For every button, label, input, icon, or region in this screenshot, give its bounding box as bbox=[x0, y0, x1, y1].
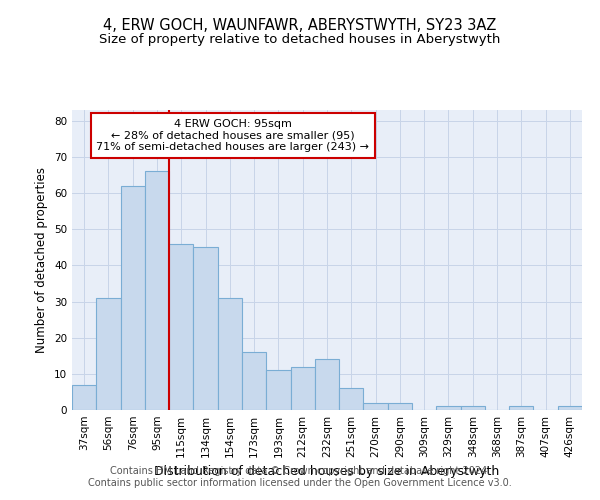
Bar bbox=[364, 403, 388, 410]
Bar bbox=[558, 406, 582, 410]
Bar bbox=[121, 186, 145, 410]
Bar bbox=[339, 388, 364, 410]
Bar bbox=[461, 406, 485, 410]
Text: 4, ERW GOCH, WAUNFAWR, ABERYSTWYTH, SY23 3AZ: 4, ERW GOCH, WAUNFAWR, ABERYSTWYTH, SY23… bbox=[103, 18, 497, 32]
Text: Size of property relative to detached houses in Aberystwyth: Size of property relative to detached ho… bbox=[100, 32, 500, 46]
Bar bbox=[315, 360, 339, 410]
Bar bbox=[242, 352, 266, 410]
Bar bbox=[266, 370, 290, 410]
Text: Contains HM Land Registry data © Crown copyright and database right 2024.
Contai: Contains HM Land Registry data © Crown c… bbox=[88, 466, 512, 487]
Bar bbox=[169, 244, 193, 410]
Bar bbox=[290, 366, 315, 410]
Y-axis label: Number of detached properties: Number of detached properties bbox=[35, 167, 49, 353]
Bar bbox=[436, 406, 461, 410]
Bar bbox=[193, 248, 218, 410]
Bar bbox=[72, 384, 96, 410]
Bar bbox=[509, 406, 533, 410]
Bar bbox=[218, 298, 242, 410]
Text: 4 ERW GOCH: 95sqm
← 28% of detached houses are smaller (95)
71% of semi-detached: 4 ERW GOCH: 95sqm ← 28% of detached hous… bbox=[96, 119, 369, 152]
Bar bbox=[96, 298, 121, 410]
Bar bbox=[388, 403, 412, 410]
X-axis label: Distribution of detached houses by size in Aberystwyth: Distribution of detached houses by size … bbox=[154, 466, 500, 478]
Bar bbox=[145, 172, 169, 410]
